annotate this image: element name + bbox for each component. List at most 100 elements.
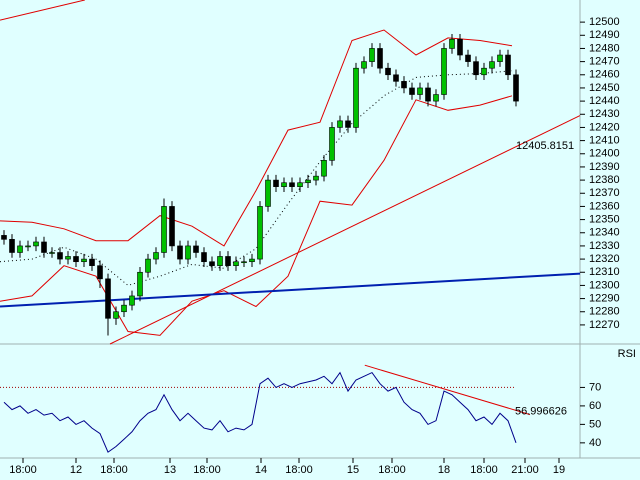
rsi-line — [3, 371, 517, 453]
candle-body — [409, 87, 415, 95]
candle-body — [49, 252, 55, 254]
y-tick-label: 70 — [589, 381, 601, 393]
trendline — [109, 115, 581, 345]
candle-body — [273, 179, 279, 187]
candle-body — [305, 179, 311, 184]
y-tick-label: 12450 — [589, 82, 620, 94]
candle-body — [169, 206, 175, 247]
candle-body — [185, 245, 191, 260]
candle-body — [473, 61, 479, 76]
candle-body — [161, 206, 167, 253]
candle-body — [249, 258, 255, 263]
candle-body — [177, 245, 183, 260]
candle-body — [209, 261, 215, 266]
candle-body — [465, 54, 471, 62]
candle-body — [393, 74, 399, 82]
candle-body — [9, 239, 15, 253]
bollinger-upper — [0, 29, 513, 247]
y-tick-label: 12310 — [589, 266, 620, 278]
candle-body — [385, 67, 391, 76]
candle-body — [73, 256, 79, 263]
x-tick-label: 18:00 — [378, 464, 406, 476]
candle-body — [457, 38, 463, 56]
y-tick-label: 12430 — [589, 108, 620, 120]
candle-body — [417, 87, 423, 95]
candle-body — [345, 120, 351, 128]
x-tick-label: 18:00 — [9, 464, 37, 476]
x-tick-label: 21:00 — [511, 464, 539, 476]
candle-body — [217, 256, 223, 266]
y-tick-label: 12410 — [589, 135, 620, 147]
x-tick-label: 18:00 — [470, 464, 498, 476]
candle-body — [449, 38, 455, 49]
y-tick-label: 12490 — [589, 29, 620, 41]
trendline — [0, 0, 85, 21]
candle-body — [489, 61, 495, 69]
x-tick-label: 18:00 — [100, 464, 128, 476]
y-tick-label: 12400 — [589, 148, 620, 160]
candle-body — [257, 206, 263, 260]
candle-body — [313, 175, 319, 181]
x-tick-label: 13 — [164, 464, 176, 476]
y-tick-label: 12460 — [589, 69, 620, 81]
candle-body — [201, 252, 207, 263]
y-tick-label: 12360 — [589, 200, 620, 212]
y-tick-label: 12500 — [589, 16, 620, 28]
candle-body — [297, 182, 303, 187]
candle-body — [89, 258, 95, 266]
candle-body — [281, 182, 287, 187]
candle-body — [241, 261, 247, 264]
candle-body — [65, 256, 71, 260]
candle-body — [41, 241, 47, 253]
y-tick-label: 12470 — [589, 56, 620, 68]
moving-average — [0, 70, 513, 286]
y-tick-label: 12370 — [589, 187, 620, 199]
candle-body — [265, 179, 271, 207]
candle-body — [33, 241, 39, 247]
y-tick-label: 40 — [589, 437, 601, 449]
candle-body — [441, 48, 447, 95]
y-tick-label: 12380 — [589, 174, 620, 186]
candle-body — [337, 120, 343, 128]
candle-body — [17, 245, 23, 253]
x-tick-label: 18:00 — [193, 464, 221, 476]
candle-body — [97, 265, 103, 280]
y-tick-label: 12280 — [589, 306, 620, 318]
x-tick-label: 19 — [553, 464, 565, 476]
y-tick-label: 12440 — [589, 95, 620, 107]
candle-body — [377, 48, 383, 69]
candle-body — [193, 245, 199, 253]
candle-body — [329, 127, 335, 161]
y-tick-label: 12320 — [589, 253, 620, 265]
candle-body — [1, 235, 7, 240]
y-tick-label: 12390 — [589, 161, 620, 173]
candle-body — [121, 304, 127, 313]
panel-title: RSI — [618, 348, 636, 360]
y-tick-label: 50 — [589, 418, 601, 430]
trendline — [364, 364, 531, 416]
candle-body — [137, 271, 143, 297]
candle-body — [81, 258, 87, 263]
candle-body — [289, 182, 295, 187]
candle-body — [361, 61, 367, 69]
candle-body — [113, 311, 119, 319]
trendline-value-label: 56.996626 — [515, 405, 567, 417]
x-tick-label: 18:00 — [285, 464, 313, 476]
y-tick-label: 12330 — [589, 240, 620, 252]
x-tick-label: 18 — [438, 464, 450, 476]
y-tick-label: 12420 — [589, 121, 620, 133]
candle-body — [25, 245, 31, 248]
x-tick-label: 14 — [255, 464, 267, 476]
y-tick-label: 12350 — [589, 213, 620, 225]
candle-body — [145, 258, 151, 273]
x-tick-label: 12 — [70, 464, 82, 476]
y-tick-label: 12290 — [589, 292, 620, 304]
trendline — [0, 272, 581, 308]
y-tick-label: 12340 — [589, 227, 620, 239]
y-tick-label: 12300 — [589, 279, 620, 291]
candle-body — [481, 67, 487, 76]
candle-body — [129, 295, 135, 306]
y-tick-label: 12270 — [589, 319, 620, 331]
candle-body — [225, 256, 231, 266]
